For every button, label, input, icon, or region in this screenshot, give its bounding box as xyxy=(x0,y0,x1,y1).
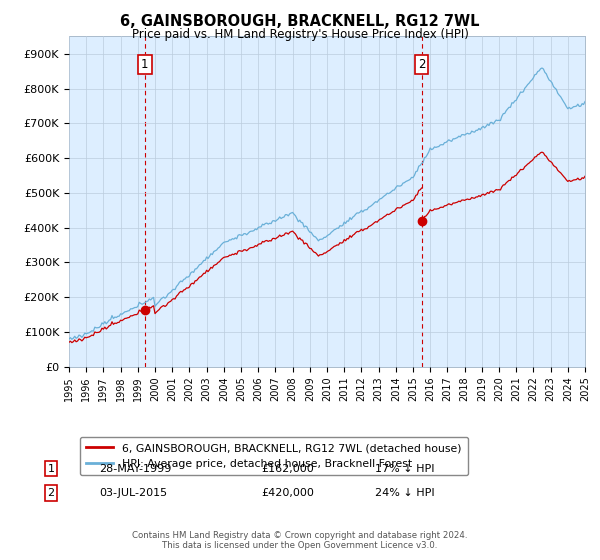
Text: £162,000: £162,000 xyxy=(261,464,314,474)
Text: £420,000: £420,000 xyxy=(261,488,314,498)
Text: 24% ↓ HPI: 24% ↓ HPI xyxy=(375,488,434,498)
Text: Price paid vs. HM Land Registry's House Price Index (HPI): Price paid vs. HM Land Registry's House … xyxy=(131,28,469,41)
Text: 28-MAY-1999: 28-MAY-1999 xyxy=(99,464,172,474)
Text: 2: 2 xyxy=(418,58,425,71)
Text: 03-JUL-2015: 03-JUL-2015 xyxy=(99,488,167,498)
Legend: 6, GAINSBOROUGH, BRACKNELL, RG12 7WL (detached house), HPI: Average price, detac: 6, GAINSBOROUGH, BRACKNELL, RG12 7WL (de… xyxy=(80,437,468,475)
Text: 17% ↓ HPI: 17% ↓ HPI xyxy=(375,464,434,474)
Text: 2: 2 xyxy=(47,488,55,498)
Text: 1: 1 xyxy=(141,58,149,71)
Text: 1: 1 xyxy=(47,464,55,474)
Text: Contains HM Land Registry data © Crown copyright and database right 2024.
This d: Contains HM Land Registry data © Crown c… xyxy=(132,530,468,550)
Text: 6, GAINSBOROUGH, BRACKNELL, RG12 7WL: 6, GAINSBOROUGH, BRACKNELL, RG12 7WL xyxy=(120,14,480,29)
